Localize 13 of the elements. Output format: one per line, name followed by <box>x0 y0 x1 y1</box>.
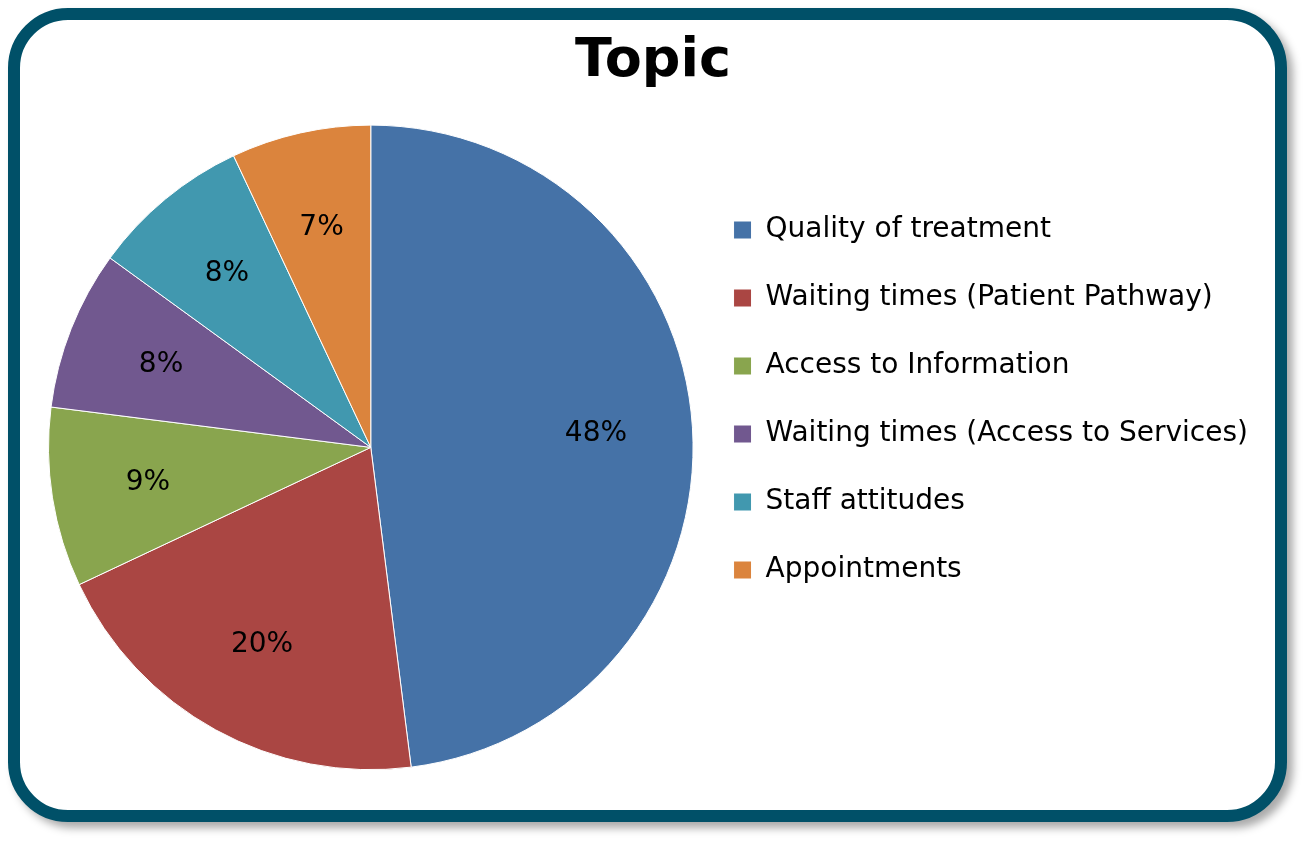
data-label: 9% <box>125 463 171 497</box>
data-label: 48% <box>564 414 628 448</box>
data-label: 8% <box>204 254 250 288</box>
legend-label: Quality of treatment <box>765 211 1051 245</box>
legend-label: Waiting times (Patient Pathway) <box>765 279 1213 313</box>
data-label: 8% <box>138 345 184 379</box>
legend-label: Waiting times (Access to Services) <box>765 415 1249 449</box>
legend-label: Access to Information <box>765 347 1070 381</box>
chart-title: Topic <box>575 26 731 90</box>
data-label: 20% <box>230 626 294 660</box>
legend-label: Appointments <box>765 551 962 585</box>
legend-label: Staff attitudes <box>765 483 965 517</box>
data-label: 7% <box>299 208 344 242</box>
